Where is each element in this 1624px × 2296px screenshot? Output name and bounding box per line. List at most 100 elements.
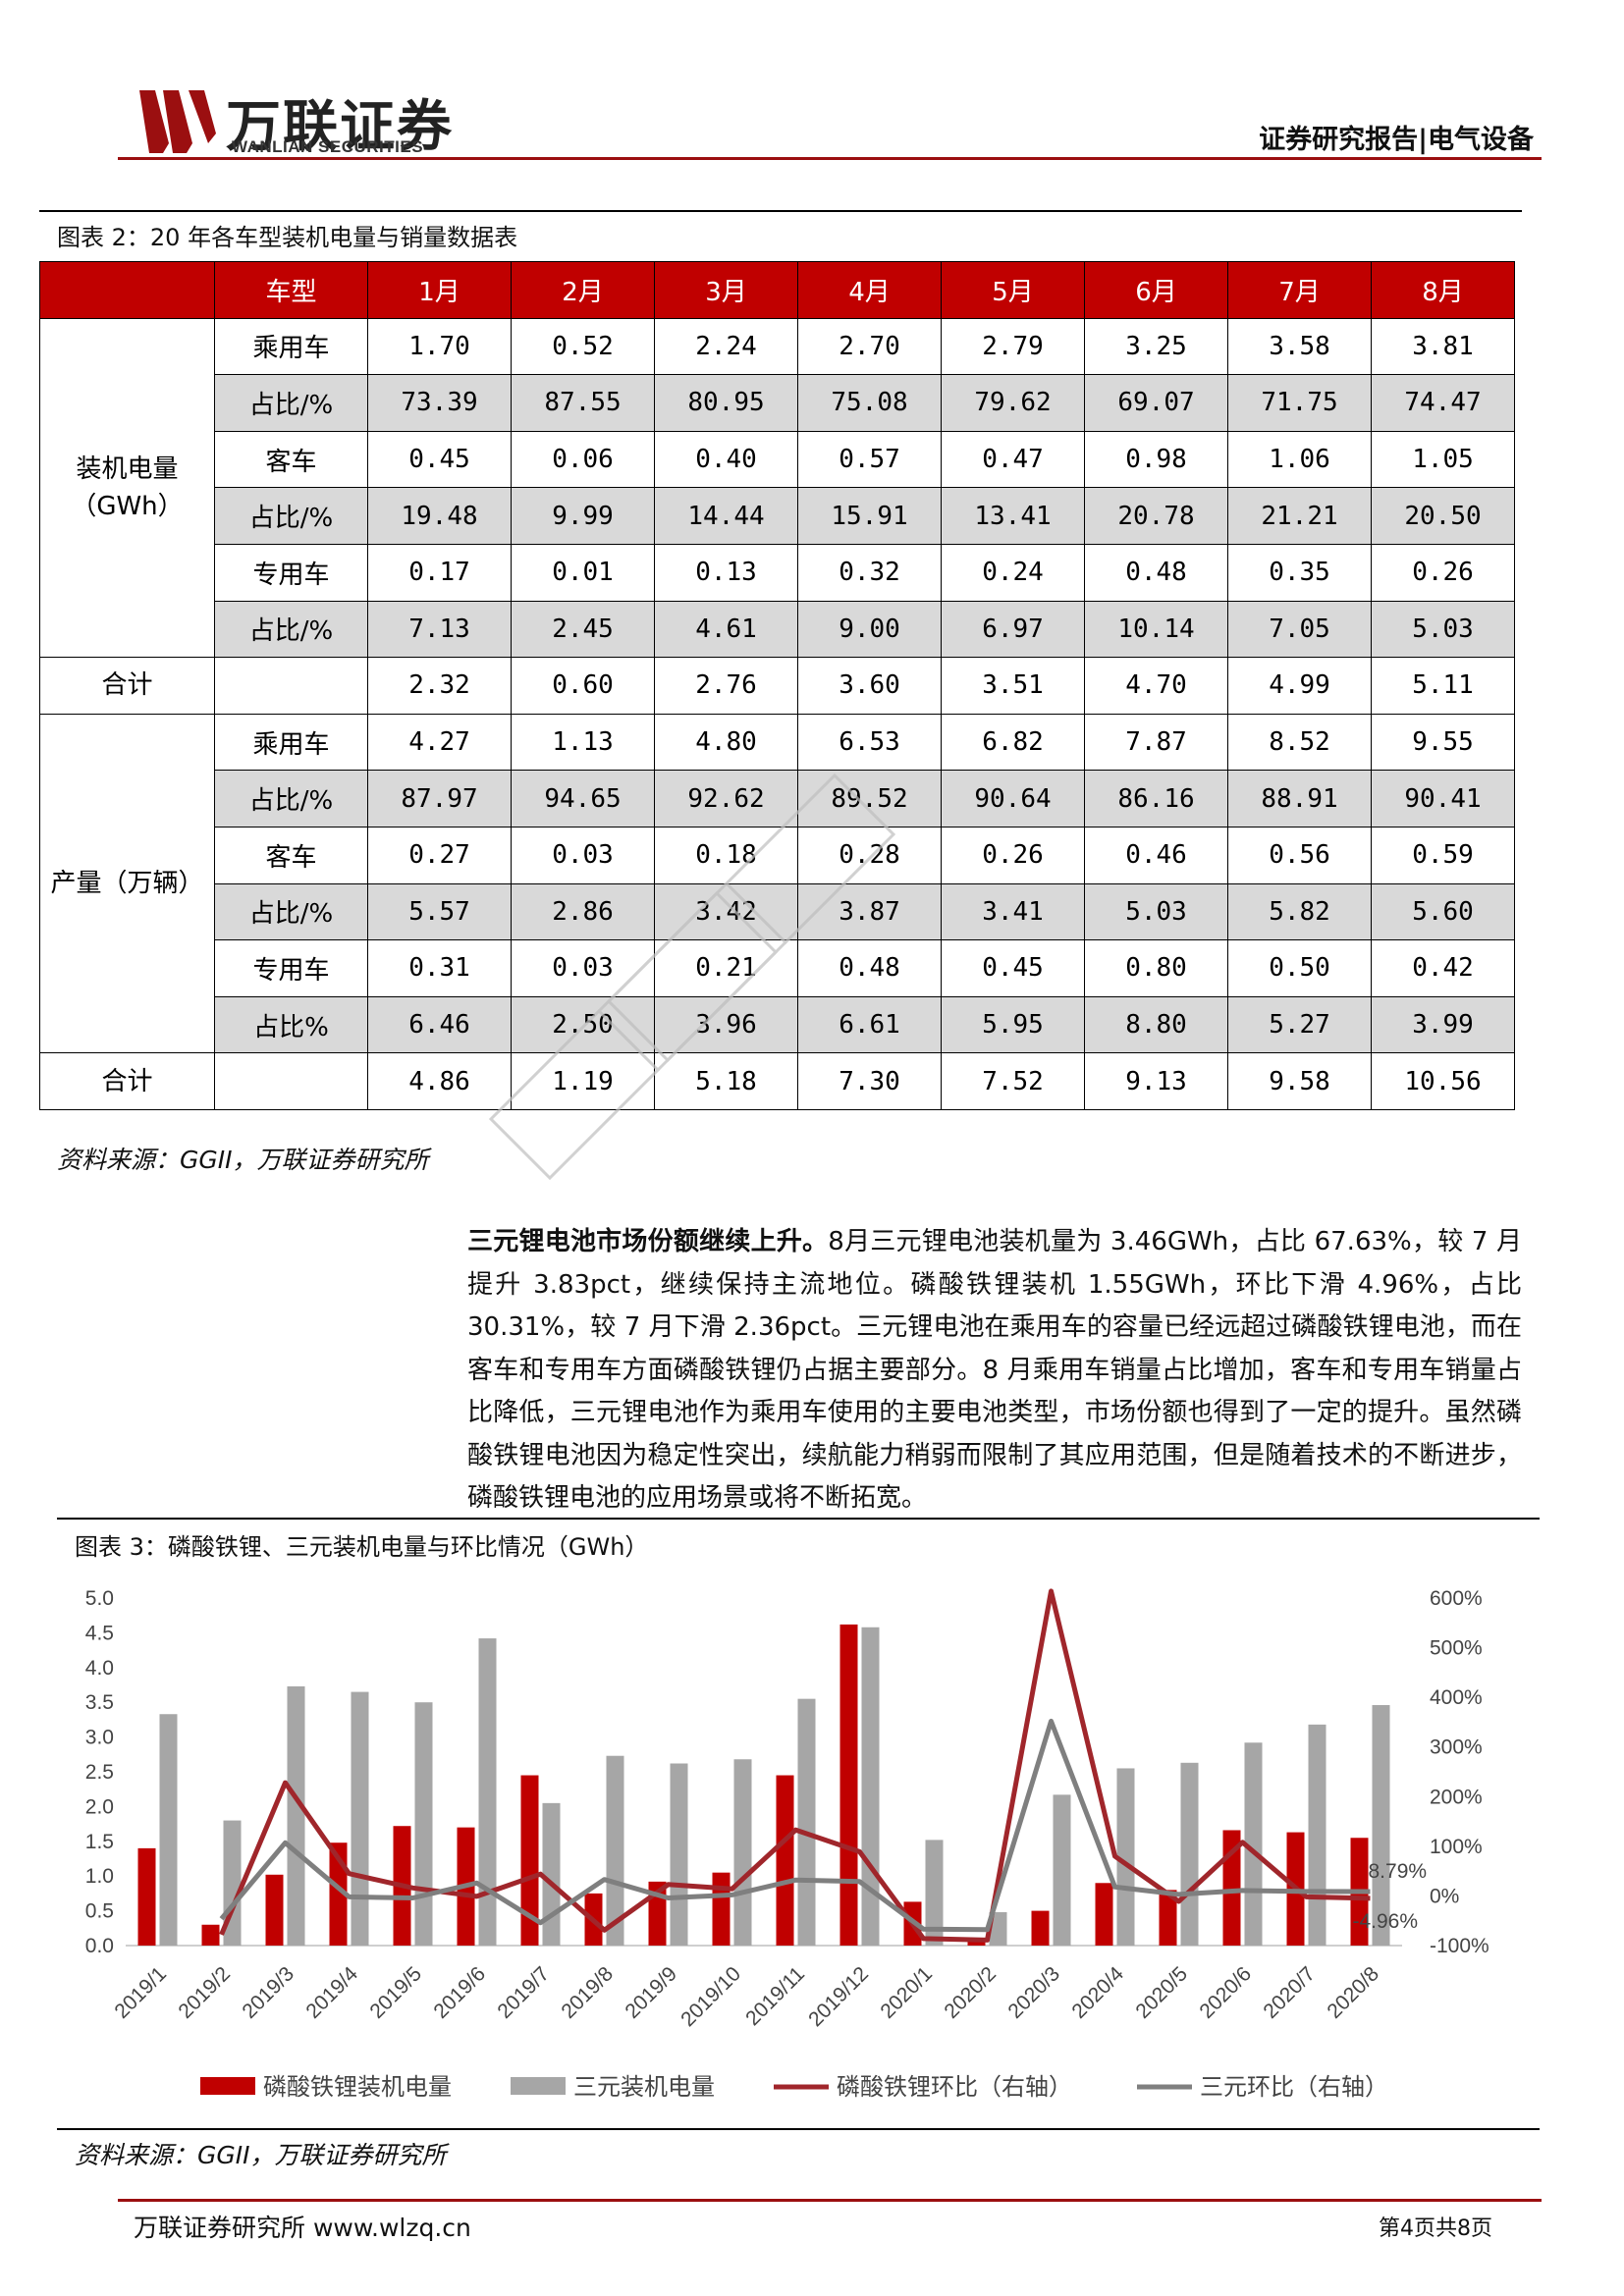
table-cell: 0.27 [367,826,512,884]
header-cell: 3月 [654,261,798,319]
x-tick-label: 2019/3 [238,1962,298,2023]
table-cell: 5.57 [367,882,512,941]
total-blank-cell [214,1052,368,1110]
x-tick-label: 2019/11 [741,1962,809,2030]
table-cell: 6.61 [797,995,942,1054]
table-cell: 5.60 [1371,882,1515,941]
group-label: 装机电量（GWh） [39,317,215,659]
ternary-bar [925,1840,944,1946]
row-label: 专用车 [214,543,368,602]
header-cell: 7月 [1227,261,1372,319]
y-left-tick-label: 5.0 [85,1587,114,1610]
legend-ternary-bar-swatch [511,2077,566,2095]
logo-mark [139,90,169,153]
table-cell: 6.46 [367,995,512,1054]
x-tick-label: 2019/2 [174,1962,235,2023]
chart-source: 资料来源：GGII，万联证券研究所 [75,2141,447,2169]
page-number: 第4页共8页 [1379,2216,1492,2241]
total-cell: 4.99 [1227,657,1372,715]
ternary-bar [287,1685,305,1946]
ternary-bar [159,1714,178,1946]
y-left-tick-label: 3.5 [85,1691,114,1714]
y-left-tick-label: 4.0 [85,1657,114,1680]
y-left-tick-label: 2.5 [85,1761,114,1784]
x-tick-label: 2019/1 [110,1962,171,2023]
table-cell: 7.05 [1227,600,1372,659]
x-tick-label: 2019/5 [365,1962,426,2023]
table-row: 专用车 0.17 0.01 0.13 0.32 0.24 0.48 0.35 0.26 [40,543,1515,602]
table-cell: 9.00 [797,600,942,659]
y-right-tick-label: 0% [1430,1885,1459,1907]
table-row: 占比% 6.46 2.50 3.96 6.61 5.95 8.80 5.27 3.99 [40,995,1515,1054]
table-body: 装机电量（GWh） 乘用车 1.70 0.52 2.24 2.70 2.79 3.25 3.58… [39,317,1515,1110]
table-cell: 0.47 [941,430,1085,489]
table-cell: 2.70 [797,317,942,376]
lfp-bar [712,1872,731,1946]
y-left-tick-label: 4.5 [85,1622,114,1644]
row-label: 占比% [214,995,368,1054]
x-tick-label: 2020/1 [876,1962,937,2023]
table-row: 专用车 0.31 0.03 0.21 0.48 0.45 0.80 0.50 0.42 [40,939,1515,997]
table-cell: 7.87 [1084,713,1228,772]
x-tick-label: 2019/12 [804,1962,873,2031]
ternary-bar [542,1802,561,1946]
company-logo [139,90,216,153]
table-row: 装机电量（GWh） 乘用车 1.70 0.52 2.24 2.70 2.79 3.25 3.58… [39,317,1515,659]
ternary-bar [1308,1724,1326,1946]
lfp-bar [776,1775,794,1946]
table-cell: 0.01 [511,543,655,602]
table-cell: 80.95 [654,374,798,432]
header-cell: 4月 [797,261,942,319]
chart-title-rule [57,1518,1540,1520]
watermark [488,773,896,1181]
lfp-mom-line [219,1588,1371,1943]
header-cell: 车型 [214,261,368,319]
table-cell: 5.82 [1227,882,1372,941]
table-cell: 0.31 [367,939,512,997]
lfp-bar [1031,1910,1050,1946]
table-cell: 5.03 [1371,600,1515,659]
ternary-mom-data-label: 8.79% [1369,1860,1428,1883]
table-cell: 0.26 [1371,543,1515,602]
legend-lfp-bar-swatch [200,2077,255,2095]
table-cell: 0.80 [1084,939,1228,997]
x-tick-label: 2019/6 [429,1962,490,2023]
table-cell: 0.13 [654,543,798,602]
row-label: 客车 [214,430,368,489]
ternary-mom-line [219,1718,1371,1933]
data-table: 车型 1月 2月 3月 4月 5月 6月 7月 8月 装机电量（GWh） 乘用车 1… [39,261,1515,1110]
table-cell: 4.61 [654,600,798,659]
header-cell: 5月 [941,261,1085,319]
table-cell: 14.44 [654,487,798,545]
table-row: 客车 0.27 0.03 0.18 0.28 0.26 0.46 0.56 0.59 [40,826,1515,884]
table-cell: 0.48 [1084,543,1228,602]
ternary-bar [1244,1742,1263,1946]
x-tick-label: 2020/8 [1323,1962,1383,2023]
x-tick-label: 2020/5 [1131,1962,1192,2023]
table-cell: 2.24 [654,317,798,376]
table-title-rule [39,210,1522,212]
table-header-row: 车型 1月 2月 3月 4月 5月 6月 7月 8月 [39,261,1515,319]
footer-institution: 万联证券研究所 www.wlzq.cn [134,2214,471,2242]
table-cell: 0.50 [1227,939,1372,997]
table-cell: 1.06 [1227,430,1372,489]
y-right-tick-label: 500% [1430,1637,1483,1660]
ternary-bar [478,1638,497,1946]
row-label: 占比/% [214,882,368,941]
table-cell: 0.52 [511,317,655,376]
legend-ternary-bar-label: 三元装机电量 [573,2073,715,2101]
total-cell: 4.70 [1084,657,1228,715]
table-cell: 1.05 [1371,430,1515,489]
y-left-tick-label: 1.0 [85,1865,114,1888]
total-cell: 2.76 [654,657,798,715]
header-cell: 2月 [511,261,655,319]
y-left-tick-label: 0.5 [85,1900,114,1923]
logo-cn: 万联证券 [226,95,454,159]
table-row: 占比/% 73.39 87.55 80.95 75.08 79.62 69.07 71.75 7… [40,374,1515,432]
table-row: 客车 0.45 0.06 0.40 0.57 0.47 0.98 1.06 1.05 [40,430,1515,489]
analysis-paragraph: 三元锂电池市场份额继续上升。8月三元锂电池装机量为 3.46GWh，占比 67.… [467,1221,1522,1521]
table-cell: 90.64 [941,770,1085,828]
header-cell: 6月 [1084,261,1228,319]
table-cell: 21.21 [1227,487,1372,545]
lfp-mom-data-label: -4.96% [1353,1910,1419,1933]
